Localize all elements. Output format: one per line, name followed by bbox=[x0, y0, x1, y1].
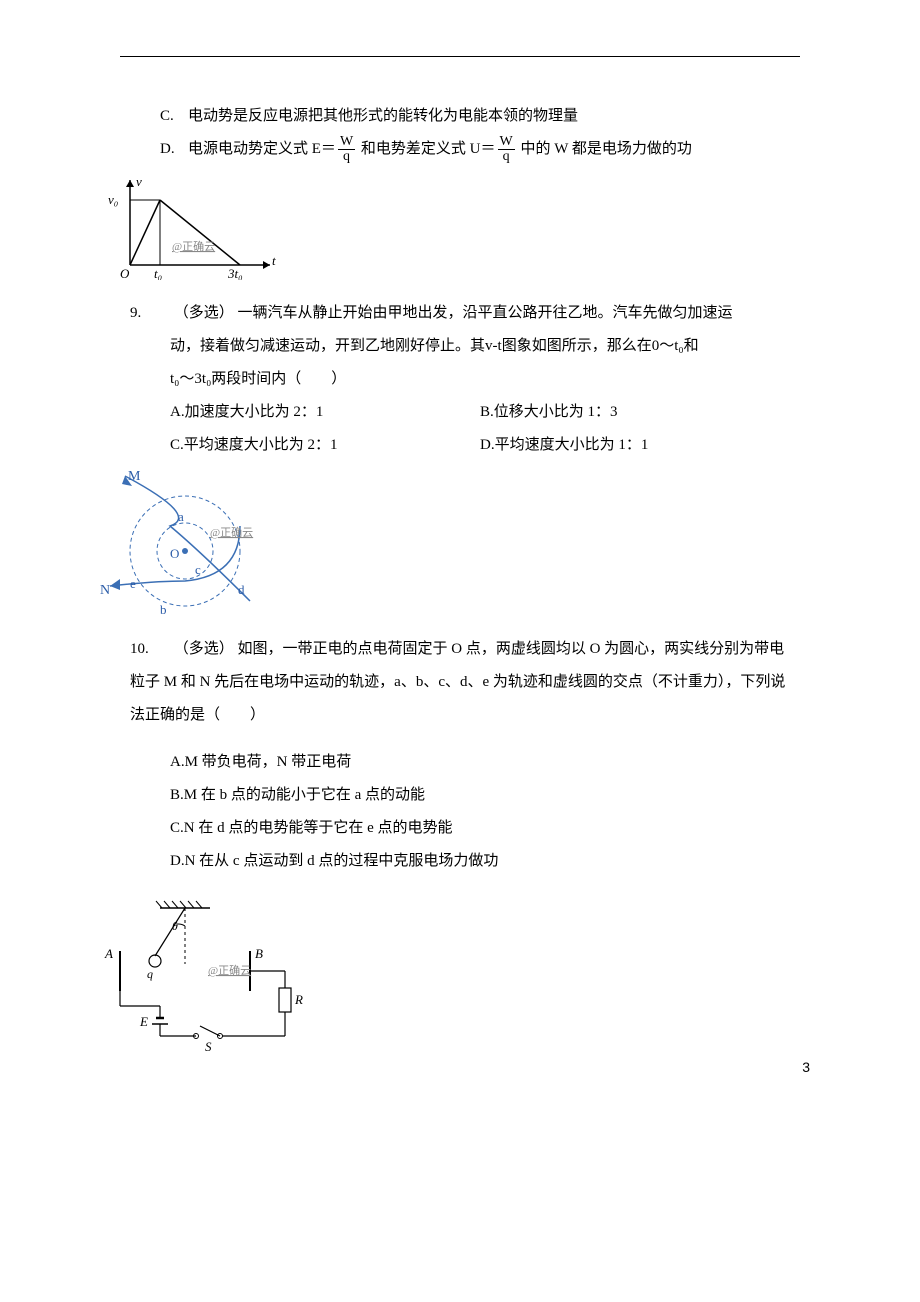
option-letter: C. bbox=[170, 437, 184, 453]
option-letter: B. bbox=[480, 404, 494, 420]
q8-option-c: C. 电动势是反应电源把其他形式的能转化为电能本领的物理量 bbox=[160, 100, 790, 133]
header-divider bbox=[120, 56, 800, 57]
label-c: c bbox=[195, 562, 201, 577]
watermark: @正确云 bbox=[172, 240, 215, 253]
text-fragment: 动，接着做匀减速运动，开到乙地刚好停止。其 bbox=[170, 338, 485, 354]
label-E: E bbox=[139, 1014, 148, 1029]
label-v0: v₀ bbox=[108, 192, 118, 207]
option-letter: D. bbox=[160, 133, 188, 166]
figure-vt-graph: v v₀ O t₀ 3t₀ t @正确云 bbox=[100, 170, 790, 293]
label-O: O bbox=[170, 546, 179, 561]
pendulum-svg: θ A B q @正确云 R S E bbox=[100, 896, 330, 1056]
label-3t0: 3t₀ bbox=[227, 266, 243, 280]
spacer bbox=[130, 732, 790, 746]
label-q: q bbox=[147, 967, 153, 981]
option-text: 电源电动势定义式 E＝Wq 和电势差定义式 U＝Wq 中的 W 都是电场力做的功 bbox=[188, 133, 692, 166]
q10-D: D.N 在从 c 点运动到 d 点的过程中克服电场力做功 bbox=[130, 845, 790, 878]
eq-left: E＝ bbox=[312, 141, 336, 157]
frac-den: q bbox=[338, 150, 355, 164]
label-d: d bbox=[238, 582, 245, 597]
label-M: M bbox=[128, 469, 141, 484]
text-fragment: 中的 W 都是电场力做的功 bbox=[520, 141, 691, 157]
label-A: A bbox=[104, 946, 113, 961]
label-t0: t₀ bbox=[154, 266, 162, 280]
question-tag: （多选） bbox=[174, 305, 234, 321]
q10: 10. （多选） 如图，一带正电的点电荷固定于 O 点，两虚线圆均以 O 为圆心… bbox=[130, 633, 790, 878]
frac-num: W bbox=[338, 135, 355, 150]
axis-v: v bbox=[136, 174, 142, 189]
option-text: M 在 b 点的动能小于它在 a 点的动能 bbox=[184, 787, 425, 803]
label-R: R bbox=[294, 992, 303, 1007]
q9: 9. （多选） 一辆汽车从静止开始由甲地出发，沿平直公路开往乙地。汽车先做匀加速… bbox=[130, 297, 790, 462]
option-text: N 在 d 点的电势能等于它在 e 点的电势能 bbox=[184, 820, 453, 836]
axis-t: t bbox=[272, 253, 276, 268]
q10-B: B.M 在 b 点的动能小于它在 a 点的动能 bbox=[130, 779, 790, 812]
option-text: 平均速度大小比为 1：1 bbox=[495, 437, 649, 453]
watermark: @正确云 bbox=[208, 964, 251, 977]
q8-option-d: D. 电源电动势定义式 E＝Wq 和电势差定义式 U＝Wq 中的 W 都是电场力… bbox=[160, 133, 790, 166]
text-fragment: 两段时间内（ ） bbox=[211, 371, 346, 387]
label-N: N bbox=[100, 583, 110, 598]
option-text: 电动势是反应电源把其他形式的能转化为电能本领的物理量 bbox=[188, 100, 578, 133]
label-B: B bbox=[255, 946, 263, 961]
q9-line2: 动，接着做匀减速运动，开到乙地刚好停止。其v-t图象如图所示，那么在0～t₀和 bbox=[130, 330, 790, 363]
eq-left: U＝ bbox=[470, 141, 496, 157]
q10-A: A.M 带负电荷，N 带正电荷 bbox=[130, 746, 790, 779]
option-text: M 带负电荷，N 带正电荷 bbox=[185, 754, 352, 770]
text-fragment: 电源电动势定义式 bbox=[188, 141, 308, 157]
range1: 0～t₀ bbox=[652, 338, 684, 354]
question-number: 10. bbox=[130, 633, 170, 666]
q9-options-row2: C.平均速度大小比为 2：1 D.平均速度大小比为 1：1 bbox=[130, 429, 790, 462]
option-text: N 在从 c 点运动到 d 点的过程中克服电场力做功 bbox=[185, 853, 499, 869]
option-letter: D. bbox=[480, 437, 495, 453]
label-theta: θ bbox=[172, 919, 178, 933]
text-fragment: 和电势差定义式 bbox=[361, 141, 466, 157]
formula-U: U＝Wq bbox=[470, 141, 517, 157]
option-letter: C. bbox=[170, 820, 184, 836]
vt-label: v-t bbox=[485, 338, 502, 354]
label-O: O bbox=[120, 266, 130, 280]
option-letter: A. bbox=[170, 754, 185, 770]
option-text: 平均速度大小比为 2：1 bbox=[184, 437, 338, 453]
option-letter: C. bbox=[160, 100, 188, 133]
q9-line3: t₀～3t₀两段时间内（ ） bbox=[130, 363, 790, 396]
text-fragment: 图象如图所示，那么在 bbox=[502, 338, 652, 354]
frac-den: q bbox=[498, 150, 515, 164]
watermark: @正确云 bbox=[210, 526, 253, 539]
range2: t₀～3t₀ bbox=[170, 371, 211, 387]
q10-C: C.N 在 d 点的电势能等于它在 e 点的电势能 bbox=[130, 812, 790, 845]
charge-svg: M N O a b c d e @正确云 bbox=[100, 466, 310, 616]
label-a: a bbox=[178, 509, 184, 524]
label-S: S bbox=[205, 1039, 212, 1054]
option-letter: D. bbox=[170, 853, 185, 869]
formula-E: E＝Wq bbox=[312, 141, 357, 157]
label-b: b bbox=[160, 602, 167, 616]
q9-line1: 一辆汽车从静止开始由甲地出发，沿平直公路开往乙地。汽车先做匀加速运 bbox=[238, 305, 733, 321]
vt-svg: v v₀ O t₀ 3t₀ t @正确云 bbox=[100, 170, 290, 280]
label-e: e bbox=[130, 576, 136, 591]
frac-num: W bbox=[498, 135, 515, 150]
text-fragment: 和 bbox=[684, 338, 699, 354]
figure-charge-trajectories: M N O a b c d e @正确云 bbox=[100, 466, 790, 629]
q9-options-row1: A.加速度大小比为 2：1 B.位移大小比为 1：3 bbox=[130, 396, 790, 429]
option-text: 位移大小比为 1：3 bbox=[494, 404, 618, 420]
figure-pendulum-circuit: θ A B q @正确云 R S E bbox=[100, 896, 790, 1069]
option-text: 加速度大小比为 2：1 bbox=[185, 404, 324, 420]
option-letter: B. bbox=[170, 787, 184, 803]
question-tag: （多选） bbox=[174, 641, 234, 657]
option-letter: A. bbox=[170, 404, 185, 420]
question-number: 9. bbox=[130, 297, 170, 330]
page-number: 3 bbox=[802, 1052, 810, 1083]
page-container: C. 电动势是反应电源把其他形式的能转化为电能本领的物理量 D. 电源电动势定义… bbox=[0, 0, 920, 1113]
